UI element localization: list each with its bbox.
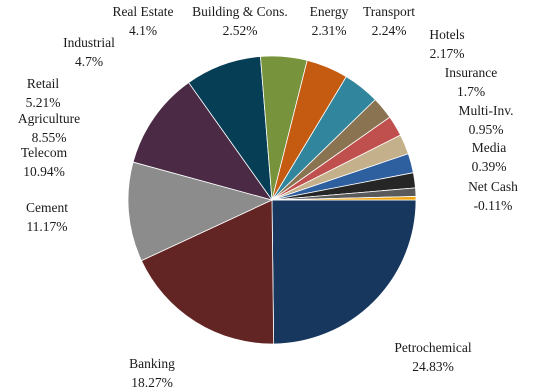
slice-label-insurance: Insurance 1.7% bbox=[445, 65, 497, 99]
slice-label-net-cash: Net Cash -0.11% bbox=[468, 179, 518, 213]
slice-label-hotels: Hotels 2.17% bbox=[429, 27, 464, 61]
slice-value-retail: 5.21% bbox=[26, 95, 61, 110]
slice-name-hotels: Hotels bbox=[429, 27, 464, 42]
pie-slice-petrochemical bbox=[271, 199, 417, 345]
slice-name-energy: Energy bbox=[310, 4, 349, 19]
slice-value-media: 0.39% bbox=[472, 159, 507, 174]
slice-name-net-cash: Net Cash bbox=[468, 179, 518, 194]
slice-value-cement: 11.17% bbox=[26, 219, 67, 234]
slice-label-media: Media 0.39% bbox=[472, 140, 507, 174]
slice-name-transport: Transport bbox=[363, 4, 415, 19]
slice-name-insurance: Insurance bbox=[445, 65, 497, 80]
pie-slice-telecom bbox=[132, 82, 273, 201]
slice-value-building-cons: 2.52% bbox=[223, 23, 258, 38]
slice-label-energy: Energy 2.31% bbox=[310, 4, 349, 38]
slice-label-industrial: Industrial 4.7% bbox=[63, 35, 115, 69]
slice-label-building-cons: Building & Cons. 2.52% bbox=[192, 4, 288, 38]
slice-label-real-estate: Real Estate 4.1% bbox=[112, 4, 173, 38]
slice-value-energy: 2.31% bbox=[312, 23, 347, 38]
slice-value-banking: 18.27% bbox=[131, 375, 173, 390]
pie-slice-media bbox=[271, 196, 417, 201]
slice-label-transport: Transport 2.24% bbox=[363, 4, 415, 38]
slice-value-real-estate: 4.1% bbox=[129, 23, 157, 38]
slice-value-telecom: 10.94% bbox=[23, 164, 65, 179]
pie-slice-banking bbox=[140, 199, 275, 345]
slice-value-insurance: 1.7% bbox=[457, 84, 485, 99]
slice-name-multi-inv: Multi-Inv. bbox=[459, 103, 514, 118]
slice-label-retail: Retail 5.21% bbox=[26, 76, 61, 110]
slice-label-telecom: Telecom 10.94% bbox=[21, 145, 68, 179]
slice-name-building-cons: Building & Cons. bbox=[192, 4, 288, 19]
slice-name-cement: Cement bbox=[26, 200, 68, 215]
slice-name-petrochemical: Petrochemical bbox=[394, 340, 471, 355]
slice-label-cement: Cement 11.17% bbox=[26, 200, 68, 234]
slice-value-hotels: 2.17% bbox=[430, 46, 465, 61]
slice-name-retail: Retail bbox=[27, 76, 59, 91]
slice-name-agriculture: Agriculture bbox=[18, 111, 80, 126]
slice-name-real-estate: Real Estate bbox=[112, 4, 173, 19]
slice-name-banking: Banking bbox=[129, 356, 175, 371]
slice-value-petrochemical: 24.83% bbox=[412, 359, 454, 374]
slice-label-agriculture: Agriculture 8.55% bbox=[18, 111, 80, 145]
pie-slice-cement bbox=[127, 161, 274, 262]
slice-label-multi-inv: Multi-Inv. 0.95% bbox=[459, 103, 514, 137]
slice-label-banking: Banking 18.27% bbox=[129, 356, 175, 390]
slice-value-multi-inv: 0.95% bbox=[469, 122, 504, 137]
slice-value-net-cash: -0.11% bbox=[474, 198, 513, 213]
slice-name-media: Media bbox=[472, 140, 507, 155]
slice-value-industrial: 4.7% bbox=[75, 54, 103, 69]
slice-label-petrochemical: Petrochemical 24.83% bbox=[394, 340, 471, 374]
slice-name-industrial: Industrial bbox=[63, 35, 115, 50]
slice-name-telecom: Telecom bbox=[21, 145, 68, 160]
slice-value-agriculture: 8.55% bbox=[32, 130, 67, 145]
slice-value-transport: 2.24% bbox=[372, 23, 407, 38]
